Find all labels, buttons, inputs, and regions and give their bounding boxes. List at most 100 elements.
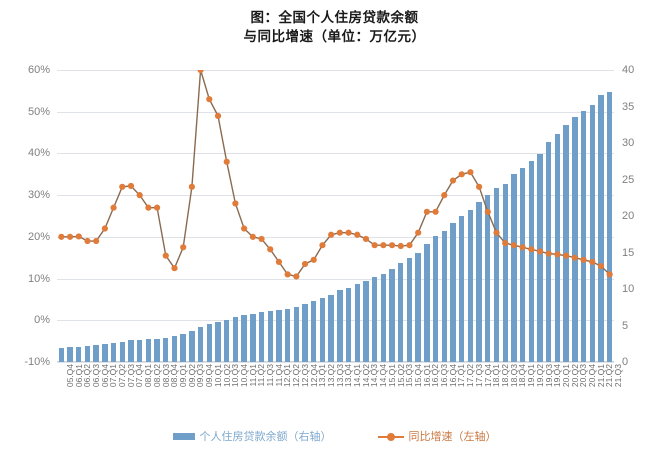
bar <box>580 110 587 362</box>
data-point-marker <box>180 244 187 251</box>
y-axis-right-tick-label: 25 <box>622 173 635 186</box>
bar <box>450 222 456 362</box>
data-point-marker <box>545 250 552 257</box>
data-point-marker <box>197 70 204 74</box>
bar <box>180 334 186 362</box>
bar <box>328 294 334 362</box>
bar <box>415 252 421 362</box>
x-axis-labels: 05.Q4 06.Q1 06.Q2 06.Q3 06.Q4 07.Q1 07.Q2 07.Q3… <box>57 364 623 410</box>
data-point-marker <box>336 229 343 236</box>
legend-item-balance[interactable]: 个人住房贷款余额（右轴） <box>172 428 332 444</box>
bar <box>476 202 482 362</box>
bar <box>224 319 230 362</box>
y-axis-left-tick-label: 10% <box>27 272 50 285</box>
gridline <box>57 278 614 280</box>
bar <box>302 303 308 362</box>
data-point-marker <box>293 273 300 280</box>
bar <box>154 338 160 362</box>
data-point-marker <box>241 225 248 232</box>
data-point-marker <box>354 231 361 238</box>
data-point-marker <box>397 242 404 250</box>
gridline <box>57 111 614 113</box>
gridline <box>57 195 614 197</box>
bar <box>493 188 500 362</box>
bar <box>380 273 387 362</box>
bar <box>606 91 613 362</box>
data-point-marker <box>345 229 352 236</box>
bar <box>267 310 273 362</box>
bar <box>67 347 73 362</box>
gridline <box>57 153 614 155</box>
data-point-marker <box>58 233 65 240</box>
bar <box>467 210 474 362</box>
bar <box>293 306 300 362</box>
bar <box>563 125 569 362</box>
y-axis-right-tick-label: 0 <box>622 356 629 368</box>
bar <box>537 153 543 362</box>
data-point-marker <box>571 254 578 261</box>
y-axis-right-tick-label: 5 <box>622 319 629 332</box>
gridline <box>57 70 614 71</box>
bar <box>354 283 360 362</box>
data-point-marker <box>476 183 483 190</box>
bar <box>284 308 291 362</box>
bar <box>171 336 178 362</box>
bar <box>502 183 508 362</box>
line-series-layer <box>58 70 613 280</box>
data-point-marker <box>449 177 457 184</box>
data-point-marker <box>127 182 135 190</box>
bar <box>389 268 395 362</box>
data-point-marker <box>136 192 143 199</box>
y-axis-right-tick-label: 30 <box>622 137 635 149</box>
data-point-marker <box>467 169 474 176</box>
bar <box>84 345 91 362</box>
data-point-marker <box>528 246 535 253</box>
bar <box>528 160 534 362</box>
data-point-marker <box>258 235 265 243</box>
line-marker-icon <box>377 432 404 441</box>
data-point-marker <box>84 237 91 245</box>
y-axis-left-tick-label: 30% <box>27 189 50 202</box>
y-axis-right-tick-label: 10 <box>622 283 635 295</box>
bar <box>519 167 526 362</box>
bar <box>511 173 517 362</box>
chart-title-line-2: 与同比增速（单位：万亿元） <box>243 29 426 44</box>
bar <box>128 340 134 362</box>
legend-label-growth: 同比增速（左轴） <box>408 431 497 443</box>
bar <box>598 94 604 362</box>
data-point-marker <box>145 204 152 211</box>
legend-item-growth[interactable]: 同比增速（左轴） <box>377 428 497 444</box>
bar <box>337 290 343 362</box>
data-point-marker <box>606 271 613 278</box>
bar <box>215 321 221 362</box>
data-point-marker <box>423 208 430 215</box>
bar <box>311 300 317 362</box>
data-point-marker <box>310 256 317 263</box>
data-point-marker <box>484 208 491 215</box>
plot-area <box>57 70 614 363</box>
y-axis-right-tick-label: 40 <box>622 64 635 76</box>
data-point-marker <box>249 233 256 240</box>
bar-swatch-icon <box>172 432 195 440</box>
bar <box>93 345 99 362</box>
bar <box>319 297 326 362</box>
bar <box>371 277 378 362</box>
data-point-marker <box>232 200 239 207</box>
bar <box>406 258 413 362</box>
data-point-marker <box>284 271 291 278</box>
data-point-marker <box>493 229 500 236</box>
bar <box>136 340 143 362</box>
chart-title-line-1: 图：全国个人住房贷款余额 <box>250 10 419 25</box>
bar <box>458 216 465 362</box>
data-point-marker <box>110 204 117 211</box>
data-point-marker <box>415 229 422 236</box>
data-point-marker <box>153 204 161 211</box>
data-point-marker <box>563 252 570 259</box>
bar <box>554 134 561 362</box>
data-point-marker <box>441 192 448 199</box>
data-point-marker <box>162 252 169 259</box>
bar <box>232 316 239 362</box>
bar <box>345 287 352 362</box>
data-point-marker <box>406 242 413 249</box>
